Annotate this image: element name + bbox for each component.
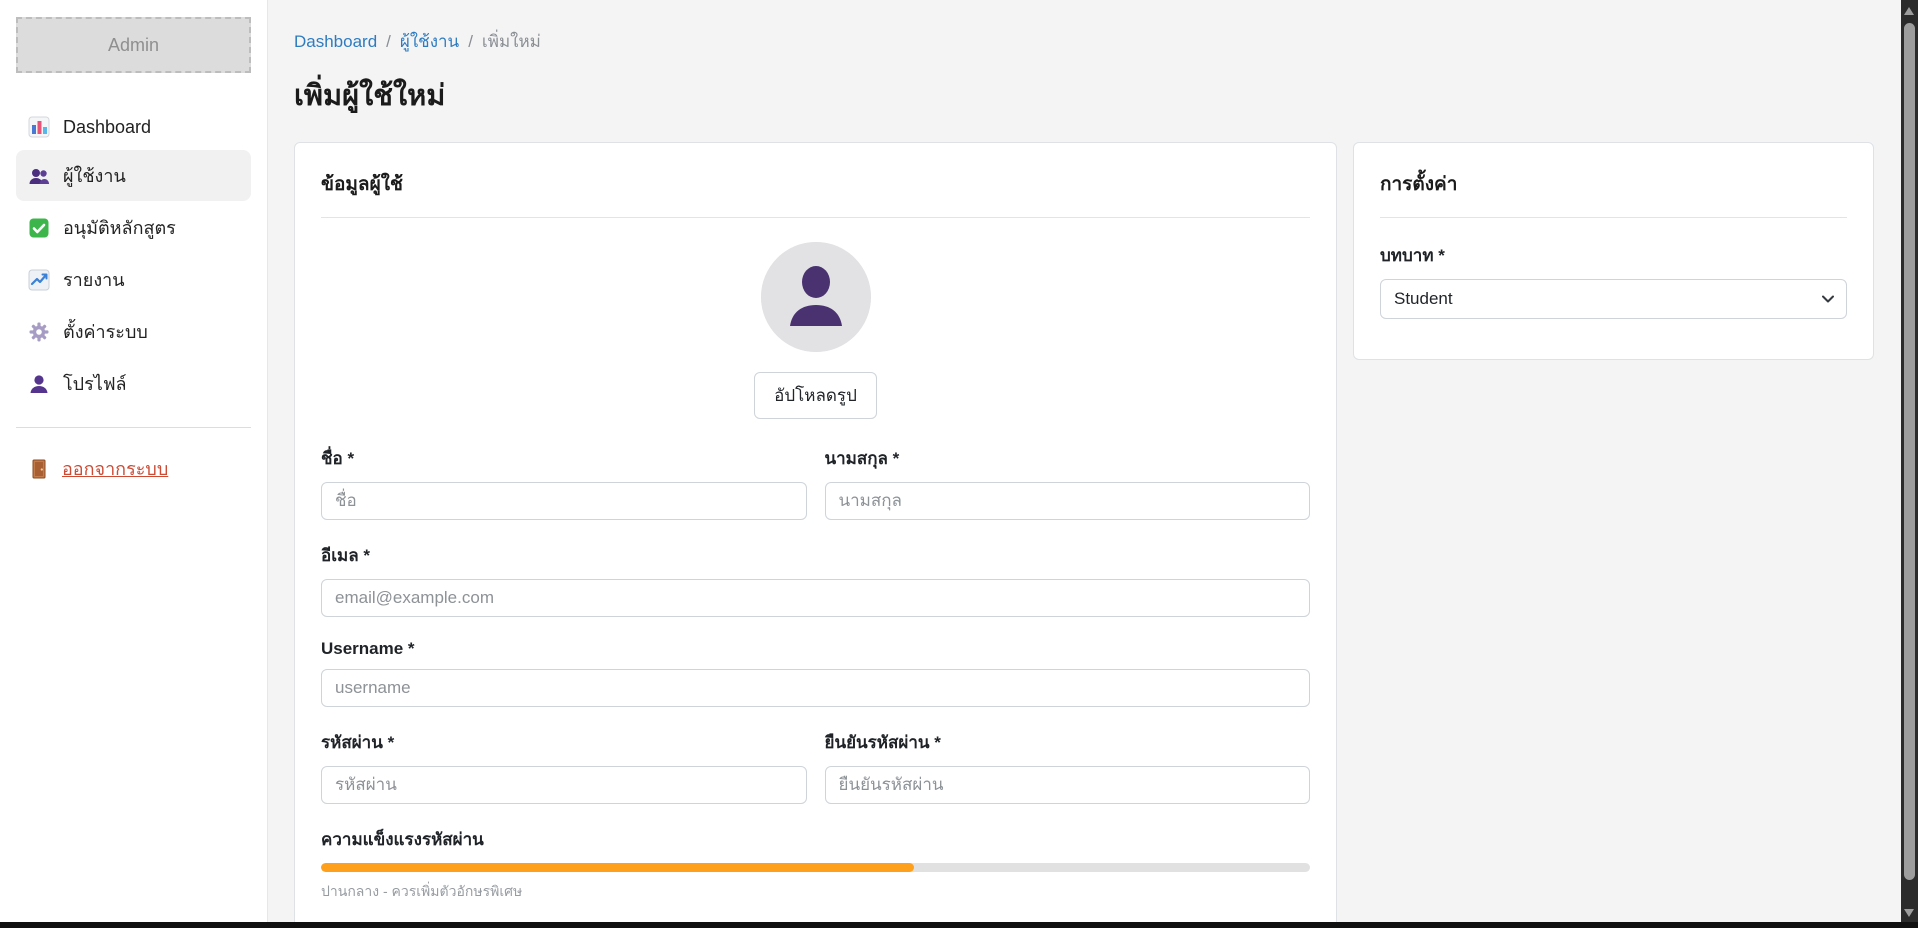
avatar (760, 242, 871, 352)
sidebar-item-dashboard[interactable]: Dashboard (16, 105, 251, 149)
password-strength-helper: ปานกลาง - ควรเพิ่มตัวอักษรพิเศษ (321, 883, 523, 899)
sidebar-item-label: ตั้งค่าระบบ (63, 322, 148, 342)
email-label: อีเมล * (321, 546, 370, 565)
role-select[interactable]: Student (1380, 279, 1847, 319)
password-label: รหัสผ่าน * (321, 733, 395, 752)
password-strength-label: ความแข็งแรงรหัสผ่าน (321, 830, 484, 849)
breadcrumb-link-dashboard[interactable]: Dashboard (294, 31, 378, 51)
email-group: อีเมล * (321, 542, 1310, 617)
password-input[interactable] (321, 766, 807, 804)
sidebar-item-label: โปรไฟล์ (63, 374, 127, 394)
users-icon (28, 165, 50, 187)
last-name-label: นามสกุล * (824, 449, 900, 468)
password-strength-fill (321, 863, 915, 872)
last-name-input[interactable] (824, 482, 1310, 520)
window-bottom-edge (0, 922, 1918, 928)
email-input[interactable] (321, 579, 1310, 617)
avatar-person-icon (760, 242, 871, 352)
username-group: Username * (321, 639, 1310, 707)
settings-card: การตั้งค่า บทบาท * Student (1353, 142, 1874, 360)
confirm-password-label: ยืนยันรหัสผ่าน * (824, 733, 941, 752)
role-select-value: Student (1394, 289, 1453, 308)
profile-icon (28, 373, 50, 395)
approve-course-icon (28, 217, 50, 239)
first-name-group: ชื่อ * (321, 445, 807, 520)
admin-logo-text: Admin (107, 34, 160, 55)
sidebar-item-label: รายงาน (63, 270, 125, 290)
first-name-label: ชื่อ * (321, 449, 355, 468)
scrollbar-thumb[interactable] (1904, 23, 1915, 880)
user-info-card-title: ข้อมูลผู้ใช้ (321, 169, 1310, 218)
username-label: Username * (321, 639, 415, 658)
sidebar-item-reports[interactable]: รายงาน (16, 254, 251, 305)
role-select-wrap: Student (1380, 279, 1847, 319)
main-content: Dashboard / ผู้ใช้งาน / เพิ่มใหม่ เพิ่มผ… (268, 0, 1901, 928)
breadcrumb-separator: / (468, 31, 473, 51)
sidebar-item-label: อนุมัติหลักสูตร (63, 218, 176, 238)
sidebar-divider (16, 427, 251, 428)
sidebar-nav: Dashboard ผู้ใช้งาน อนุมัติหลักสูตร รายง… (16, 105, 251, 409)
dashboard-icon (28, 116, 50, 138)
system-settings-icon (28, 321, 50, 343)
chevron-down-icon (1822, 295, 1834, 303)
logout-link[interactable]: ออกจากระบบ (16, 454, 251, 483)
settings-card-title: การตั้งค่า (1380, 169, 1847, 218)
avatar-section: อัปโหลดรูป (321, 242, 1310, 419)
upload-photo-button[interactable]: อัปโหลดรูป (754, 372, 877, 419)
admin-logo-placeholder: Admin (16, 17, 251, 73)
password-strength-section: ความแข็งแรงรหัสผ่าน ปานกลาง - ควรเพิ่มตั… (321, 826, 1310, 903)
logout-label: ออกจากระบบ (62, 459, 169, 479)
sidebar-item-approve-course[interactable]: อนุมัติหลักสูตร (16, 202, 251, 253)
confirm-password-input[interactable] (824, 766, 1310, 804)
password-strength-track (321, 863, 1310, 872)
breadcrumb-separator: / (386, 31, 391, 51)
password-group: รหัสผ่าน * (321, 729, 807, 804)
sidebar-item-system-settings[interactable]: ตั้งค่าระบบ (16, 306, 251, 357)
vertical-scrollbar[interactable] (1901, 0, 1918, 928)
logout-door-icon (28, 458, 50, 480)
username-input[interactable] (321, 669, 1310, 707)
sidebar-item-label: ผู้ใช้งาน (63, 166, 126, 186)
report-icon (28, 269, 50, 291)
role-label: บทบาท * (1380, 246, 1445, 265)
content-area: ข้อมูลผู้ใช้ อัปโหลดรูป ชื่อ * น (294, 142, 1874, 928)
scrollbar-up-arrow[interactable] (1904, 7, 1914, 15)
sidebar-item-profile[interactable]: โปรไฟล์ (16, 358, 251, 409)
breadcrumb-link-users[interactable]: ผู้ใช้งาน (399, 32, 460, 51)
sidebar-item-users[interactable]: ผู้ใช้งาน (16, 150, 251, 201)
first-name-input[interactable] (321, 482, 807, 520)
confirm-password-group: ยืนยันรหัสผ่าน * (824, 729, 1310, 804)
last-name-group: นามสกุล * (824, 445, 1310, 520)
sidebar-item-label: Dashboard (63, 116, 152, 137)
breadcrumb-current: เพิ่มใหม่ (481, 32, 541, 51)
scrollbar-down-arrow[interactable] (1904, 909, 1914, 917)
user-info-card: ข้อมูลผู้ใช้ อัปโหลดรูป ชื่อ * น (294, 142, 1337, 928)
sidebar: Admin Dashboard ผู้ใช้งาน อนุมัติหลักสูต… (0, 0, 268, 928)
breadcrumb: Dashboard / ผู้ใช้งาน / เพิ่มใหม่ (294, 28, 1874, 55)
page-title: เพิ่มผู้ใช้ใหม่ (294, 80, 446, 112)
